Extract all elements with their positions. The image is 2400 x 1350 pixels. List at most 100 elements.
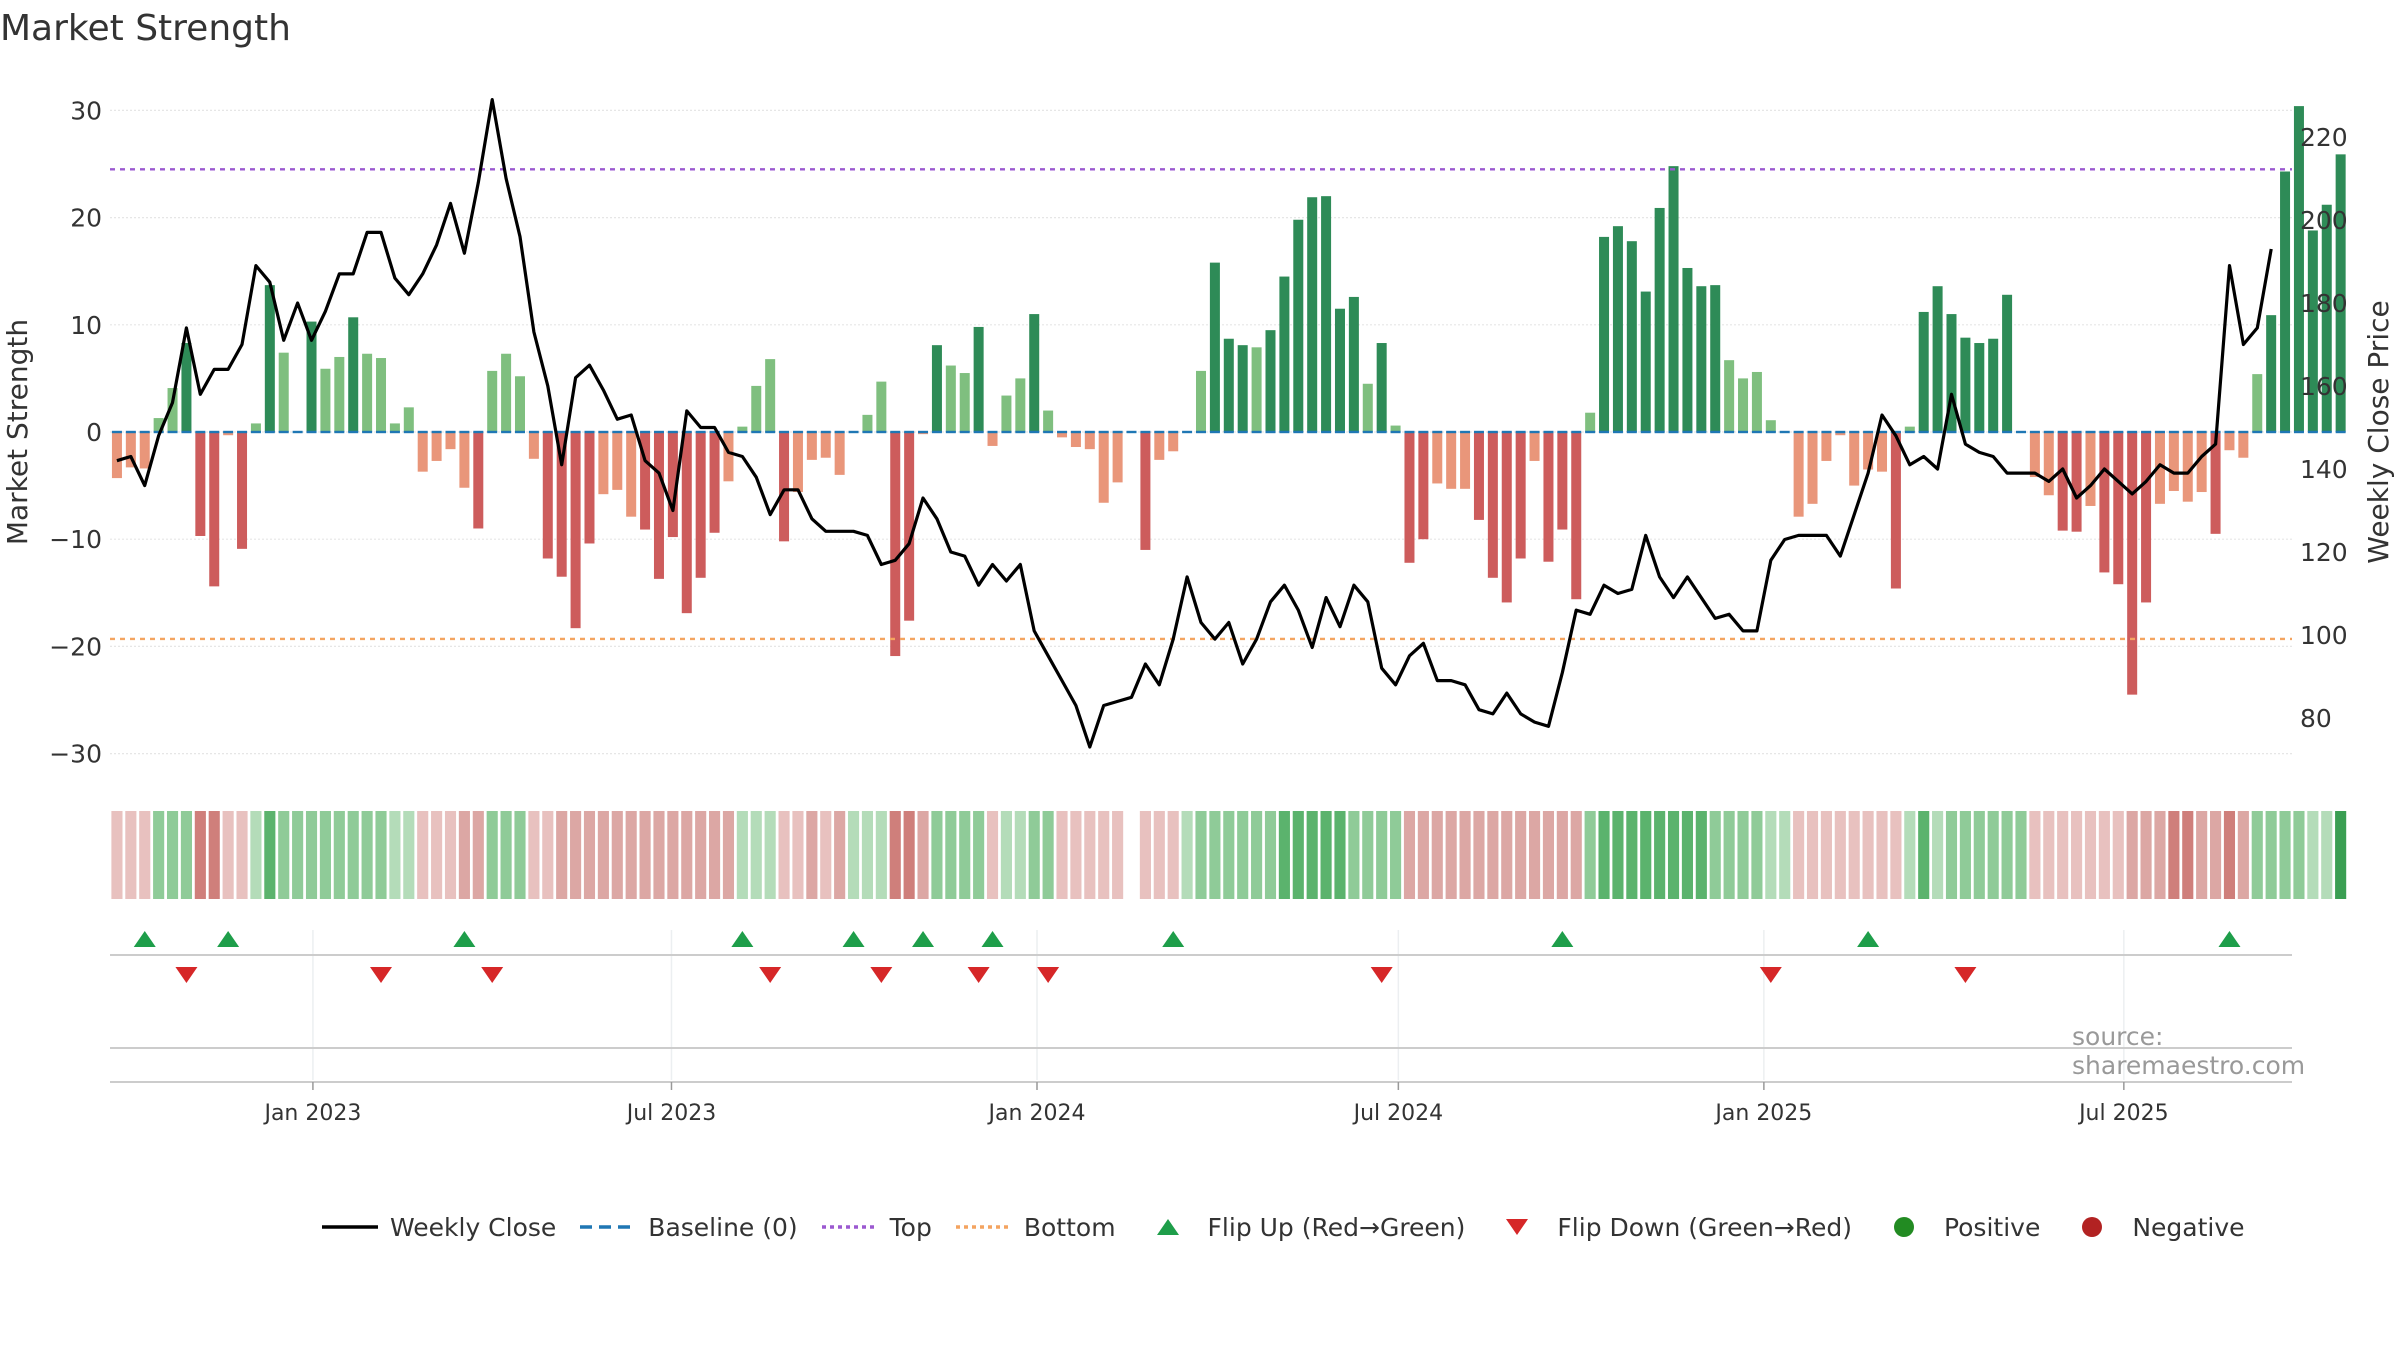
heat-cell xyxy=(1306,811,1318,899)
strength-bar xyxy=(278,352,289,432)
heat-cell xyxy=(778,811,790,899)
strength-bar xyxy=(640,432,651,530)
x-tick-label: Jul 2023 xyxy=(625,1101,717,1126)
strength-bar xyxy=(306,321,317,432)
strength-bar xyxy=(1446,432,1457,489)
strength-bar xyxy=(556,432,567,577)
circle-red xyxy=(2082,1217,2103,1237)
heat-cell xyxy=(1570,811,1582,899)
reference-lines xyxy=(110,168,2346,641)
heat-cell xyxy=(1834,811,1846,899)
strength-bar xyxy=(2168,432,2179,491)
y-axis-left: 30 20 10 0 −10 −20 −30 Market Strength xyxy=(1,96,102,768)
flip-up-marker xyxy=(1162,931,1185,947)
heat-cell xyxy=(889,811,901,899)
heat-cell xyxy=(903,811,915,899)
strength-bar xyxy=(1321,196,1332,432)
flip-up-marker xyxy=(1551,931,1574,947)
strength-bar xyxy=(862,414,873,432)
heat-cell xyxy=(847,811,860,899)
heat-cell xyxy=(1695,811,1707,899)
strength-bar xyxy=(1946,314,1957,432)
strength-bar xyxy=(1668,166,1679,433)
heat-cell xyxy=(1723,811,1735,899)
strength-bar xyxy=(1223,338,1234,432)
heat-cell xyxy=(736,811,748,899)
strength-bar xyxy=(1487,432,1498,578)
x-axis: Jan 2023 Jul 2023 Jan 2024 Jul 2024 Jan 2025… xyxy=(262,1082,2169,1126)
y-axis-right: 220 200 180 160 140 120 100 80 Weekly Close Pric… xyxy=(2300,123,2395,733)
heat-cell xyxy=(486,811,498,899)
strength-bar xyxy=(792,432,803,493)
legend-item: Negative xyxy=(2062,1212,2245,1242)
strength-bar xyxy=(1195,370,1207,432)
flip-down-marker xyxy=(481,967,504,983)
flip-down-marker xyxy=(1759,967,1782,983)
strength-bar xyxy=(1599,236,1610,432)
x-tick-label: Jan 2025 xyxy=(1713,1101,1812,1126)
legend-label: Positive xyxy=(1943,1212,2041,1242)
heat-cell xyxy=(1890,811,1902,899)
strength-bar xyxy=(1974,343,1985,432)
strength-bar xyxy=(834,432,845,475)
strength-bar xyxy=(1029,314,1040,432)
strength-bar xyxy=(195,432,206,536)
legend-item: Flip Up (Red→Green) xyxy=(1138,1212,1465,1242)
heat-cell xyxy=(1014,811,1026,899)
heat-cell xyxy=(236,811,248,899)
strength-bar xyxy=(612,432,623,490)
strength-bar xyxy=(167,388,178,432)
flip-up-marker xyxy=(2218,931,2241,947)
heat-cell xyxy=(305,811,318,899)
strength-bar xyxy=(111,432,122,479)
flip-up-marker xyxy=(453,931,476,947)
heat-cell xyxy=(1223,811,1235,899)
strength-bar xyxy=(2127,432,2138,695)
heat-cell xyxy=(986,811,999,899)
strength-bar xyxy=(320,368,331,432)
flip-down-marker xyxy=(370,967,393,983)
heat-cell xyxy=(1528,811,1541,899)
strength-bar xyxy=(1209,262,1220,432)
y-tick-label: 30 xyxy=(70,96,102,125)
heat-cell xyxy=(875,811,887,899)
y-tick-label: −20 xyxy=(49,632,102,661)
strength-bar xyxy=(945,365,956,432)
heat-cell xyxy=(1515,811,1527,899)
strength-bar xyxy=(1654,207,1665,432)
heat-cell xyxy=(1139,811,1151,899)
heat-cell xyxy=(1459,811,1471,899)
heat-cell xyxy=(250,811,262,899)
strength-bar xyxy=(737,426,748,432)
heat-cell xyxy=(1959,811,1971,899)
strength-bar xyxy=(1904,426,1915,432)
strength-bar xyxy=(1376,343,1387,432)
heat-cell xyxy=(945,811,957,899)
y-axis-title: Market Strength xyxy=(1,319,34,545)
flip-up-marker xyxy=(731,931,754,947)
grid-lines xyxy=(110,109,2292,1083)
heat-cell xyxy=(861,811,874,899)
heat-cell xyxy=(1820,811,1832,899)
heat-cell xyxy=(2098,811,2110,899)
flip-markers xyxy=(133,931,2241,983)
strength-bar xyxy=(1515,432,1526,559)
strength-bar xyxy=(765,359,776,432)
heat-cell xyxy=(1403,811,1416,899)
strength-bar xyxy=(334,356,345,432)
heat-cell xyxy=(695,811,707,899)
heat-cell xyxy=(2293,811,2305,899)
strength-bar xyxy=(1473,432,1484,520)
heat-cell xyxy=(1056,811,1068,899)
heat-cell xyxy=(1362,811,1374,899)
heat-cell xyxy=(1626,811,1638,899)
heat-cell xyxy=(1264,811,1277,899)
heat-cell xyxy=(278,811,290,899)
heat-cell xyxy=(1932,811,1944,899)
legend-item: Baseline (0) xyxy=(578,1212,798,1242)
heat-cell xyxy=(180,811,192,899)
heat-cell xyxy=(639,811,651,899)
strength-bar xyxy=(2154,432,2165,504)
heat-cell xyxy=(2071,811,2083,899)
